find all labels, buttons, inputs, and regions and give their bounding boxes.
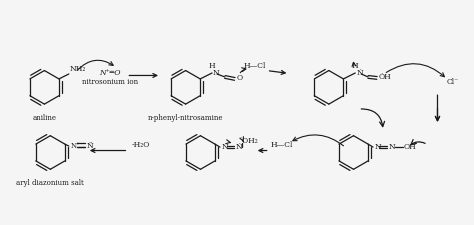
FancyArrowPatch shape (361, 109, 384, 127)
Text: Cl⁻: Cl⁻ (446, 78, 458, 86)
Text: nitrosonium ion: nitrosonium ion (82, 78, 137, 86)
Text: OH: OH (404, 143, 416, 151)
Text: Ṅ: Ṅ (236, 143, 243, 151)
Text: N̈: N̈ (87, 142, 93, 150)
Text: n-phenyl-nitrosamine: n-phenyl-nitrosamine (148, 114, 223, 122)
Text: N: N (375, 143, 382, 151)
Text: aniline: aniline (32, 114, 56, 122)
Text: N: N (389, 143, 396, 151)
FancyArrowPatch shape (435, 95, 440, 121)
Text: H: H (352, 62, 358, 70)
Text: H: H (209, 62, 215, 70)
Text: N⁺═O: N⁺═O (99, 70, 120, 77)
Text: NH₂: NH₂ (70, 65, 86, 73)
Text: aryl diazonium salt: aryl diazonium salt (17, 179, 84, 187)
Text: O: O (237, 74, 243, 82)
Text: H—Cl: H—Cl (244, 62, 266, 70)
Text: N⁺: N⁺ (71, 142, 81, 150)
Text: ̇OH₂: ̇OH₂ (243, 137, 258, 145)
Text: -H₂O: -H₂O (132, 141, 150, 148)
Text: H—Cl: H—Cl (270, 141, 292, 148)
Text: ȮH: ȮH (379, 73, 392, 81)
Text: Ṅ: Ṅ (356, 69, 363, 77)
Text: Ṅ: Ṅ (222, 143, 228, 151)
Text: N: N (213, 69, 220, 77)
FancyArrowPatch shape (411, 140, 425, 145)
